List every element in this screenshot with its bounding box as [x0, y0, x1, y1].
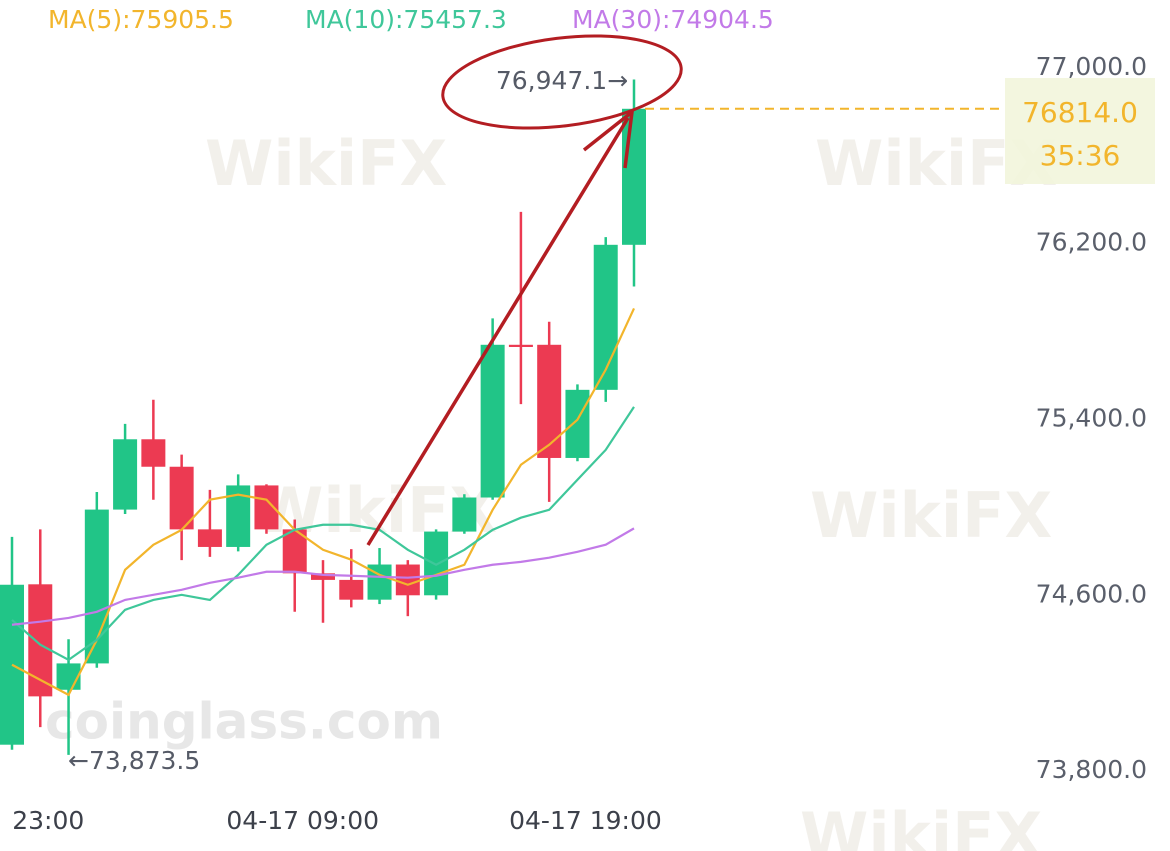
candle-body — [424, 531, 449, 596]
plot: 77,000.0 76,200.0 75,400.0 74,600.0 73,800.0… — [0, 52, 1147, 835]
candle-body — [593, 244, 618, 390]
watermarks: WikiFX WikiFX WikiFX WikiFX WikiFX coing… — [45, 127, 1057, 851]
y-tick-label: 77,000.0 — [1036, 52, 1147, 81]
annotation — [366, 34, 683, 546]
candle-body — [141, 439, 166, 467]
price-label-box — [1005, 78, 1155, 184]
ma-line — [11, 307, 635, 697]
ma-line — [11, 527, 635, 626]
watermark: WikiFX — [810, 479, 1052, 552]
candle-body — [395, 564, 420, 596]
candle-body — [339, 579, 364, 600]
highlight-ellipse — [441, 34, 683, 130]
watermark: WikiFX — [205, 127, 447, 200]
candle-body — [113, 439, 138, 510]
watermark: WikiFX — [800, 799, 1042, 851]
candle-body — [452, 497, 477, 532]
x-tick-label: 04-17 09:00 — [226, 806, 379, 835]
watermark: coinglass.com — [45, 693, 443, 751]
candle-body — [197, 529, 222, 547]
arrow-head — [582, 107, 635, 169]
candle-body — [480, 344, 505, 498]
last-price-label: 76814.0 — [1022, 96, 1138, 129]
countdown: 35:36 — [1040, 139, 1121, 172]
x-tick-label: 23:00 — [12, 806, 84, 835]
legend-entry: MA(30):74904.5 — [572, 5, 774, 34]
y-tick-label: 76,200.0 — [1036, 228, 1147, 257]
candle-body — [311, 573, 335, 580]
trend-arrow — [366, 117, 630, 546]
candle-body — [537, 344, 562, 458]
ma-line — [11, 406, 635, 662]
legend-entry: MA(10):75457.3 — [305, 5, 507, 34]
y-tick-label: 75,400.0 — [1036, 404, 1147, 433]
candle-body — [565, 389, 590, 458]
y-tick-label: 73,800.0 — [1036, 755, 1147, 784]
candle-body — [56, 663, 81, 690]
candle-body — [508, 344, 533, 347]
candle-body — [254, 485, 279, 530]
candle-body — [28, 584, 53, 697]
low-label: ←73,873.5 — [68, 746, 200, 775]
candle-body — [169, 466, 194, 530]
legend-entry: MA(5):75905.5 — [48, 5, 234, 34]
y-tick-label: 74,600.0 — [1036, 579, 1147, 608]
x-tick-label: 04-17 19:00 — [509, 806, 662, 835]
candle-body — [622, 108, 646, 245]
high-label: 76,947.1→ — [496, 66, 628, 95]
